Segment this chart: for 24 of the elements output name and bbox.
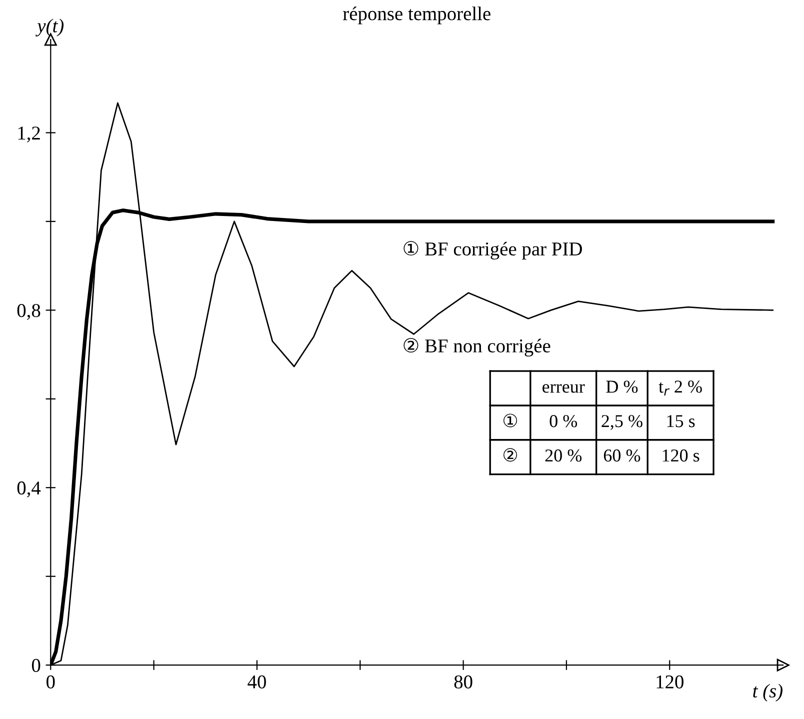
annotation: ① — [504, 414, 518, 428]
x-tick-label: 120 — [656, 675, 684, 688]
y-axis-title: y(t) — [36, 18, 64, 36]
annotation: D % — [606, 380, 638, 393]
annotation: 20 % — [545, 449, 582, 462]
x-tick-label: 40 — [248, 675, 266, 688]
y-tick-label: 1,2 — [18, 126, 40, 142]
annotation: 60 % — [604, 449, 640, 462]
x-axis-title: t (s) — [753, 684, 782, 702]
x-tick-label: 0 — [46, 675, 55, 688]
annotation: 120 s — [662, 449, 700, 462]
annotation: erreur — [542, 384, 585, 393]
series-label: ② BF non corrigée — [404, 338, 550, 357]
chart-title: réponse temporelle — [343, 6, 490, 24]
x-tick-label: 80 — [454, 675, 472, 688]
y-tick-label: 0,8 — [17, 304, 40, 320]
annotation: 15 s — [667, 415, 695, 428]
annotation: t$_{r}$ 2 % — [658, 380, 702, 396]
series-label: ① BF corrigée par PID — [404, 240, 582, 260]
annotation: 2,5 % — [602, 415, 642, 430]
y-tick-label: 0 — [32, 658, 40, 672]
annotation: 0 % — [550, 415, 578, 428]
y-tick-label: 0,4 — [17, 481, 41, 498]
annotation: ② — [504, 448, 518, 462]
